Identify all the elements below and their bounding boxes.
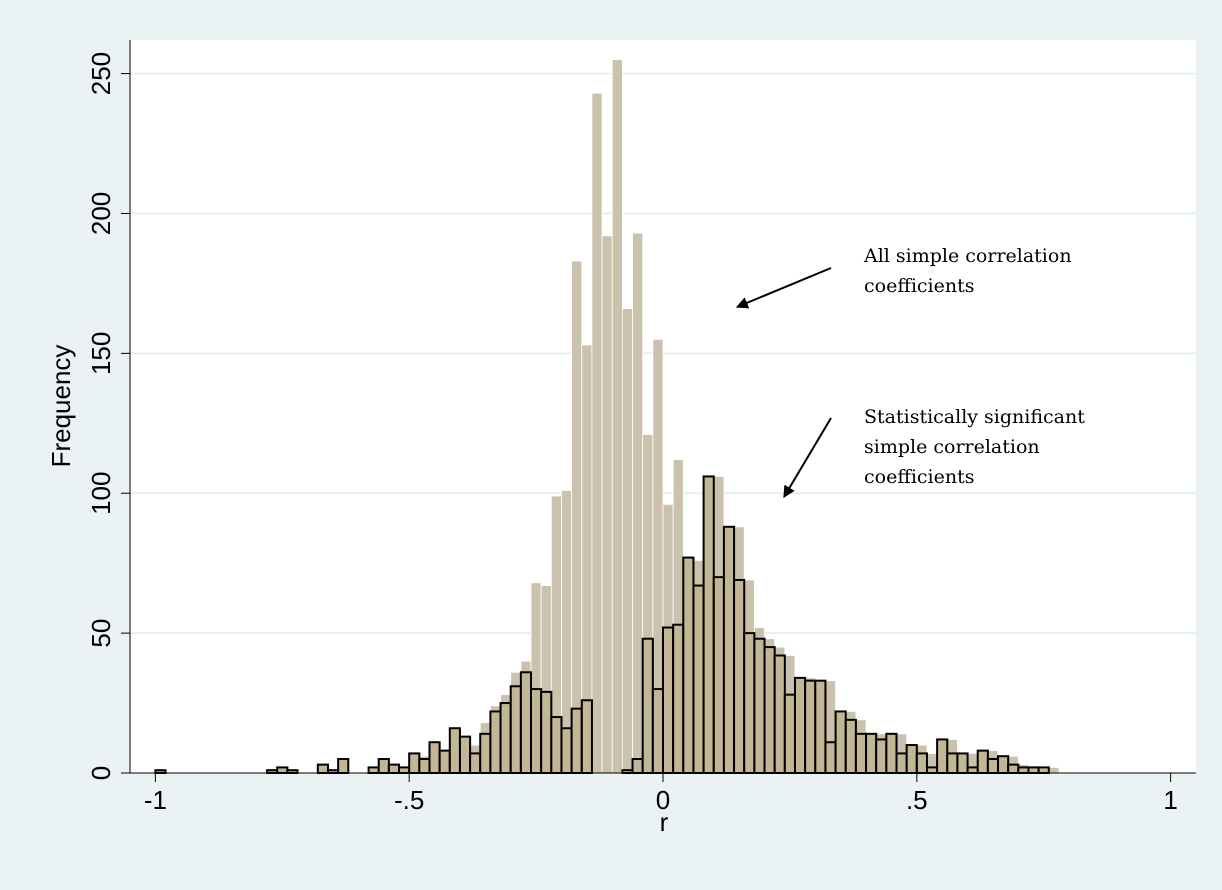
bar-significant	[499, 702, 512, 774]
bar-significant	[428, 741, 441, 775]
bar-significant	[1027, 766, 1040, 775]
bar-significant	[367, 766, 380, 775]
y-tick-label: 50	[86, 619, 116, 648]
bar-all	[571, 260, 583, 774]
bar-significant	[824, 741, 837, 775]
bar-significant	[997, 755, 1010, 775]
bar-significant	[773, 654, 786, 774]
annotations: All simple correlation coefficients Statis…	[735, 245, 1085, 499]
bar-significant	[641, 637, 654, 774]
bar-significant	[733, 578, 746, 774]
bar-significant	[1037, 766, 1050, 775]
bar-all	[621, 308, 633, 774]
bar-significant	[865, 732, 878, 774]
bar-significant	[662, 626, 675, 775]
bar-significant	[530, 688, 543, 775]
bar-significant	[398, 766, 411, 775]
bar-significant	[1007, 763, 1020, 775]
bar-significant	[976, 749, 989, 775]
bar-significant	[743, 632, 756, 774]
bar-significant	[560, 727, 573, 774]
bar-all	[632, 232, 644, 774]
bar-significant	[936, 738, 949, 775]
bar-significant	[692, 584, 705, 774]
bar-significant	[469, 752, 482, 774]
bar-significant	[793, 676, 807, 775]
bar-all	[591, 92, 603, 774]
bar-significant	[895, 752, 908, 774]
x-tick-label: 0	[656, 785, 670, 815]
annotation-label-line: coefficients	[864, 466, 974, 488]
y-tick-label: 100	[86, 472, 116, 515]
bar-significant	[418, 758, 431, 775]
bar-significant	[479, 732, 492, 774]
bar-significant	[844, 718, 857, 774]
bar-significant	[672, 623, 685, 774]
bar-significant	[783, 693, 796, 774]
bar-significant	[448, 727, 461, 774]
y-tick-label: 0	[86, 766, 116, 780]
y-axis-title: Frequency	[46, 345, 76, 468]
bar-significant	[712, 576, 725, 774]
bar-significant	[763, 646, 776, 774]
bar-significant	[519, 671, 533, 775]
bar-significant	[804, 679, 817, 775]
bar-significant	[651, 688, 664, 775]
bar-significant	[1017, 766, 1030, 775]
y-tick-label: 250	[86, 52, 116, 95]
bar-significant	[540, 690, 553, 774]
bar-significant	[925, 766, 939, 775]
bar-significant	[316, 763, 329, 775]
annotation-arrow	[735, 267, 832, 309]
bar-significant	[722, 525, 736, 774]
x-tick-label: -.5	[394, 785, 424, 815]
bar-all	[1048, 767, 1060, 774]
y-tick-label: 150	[86, 332, 116, 375]
bar-significant	[946, 752, 959, 774]
bar-significant	[387, 763, 401, 775]
x-axis-ticks: -1 -.5 0 .5 1	[144, 773, 1178, 815]
y-axis-ticks: 0 50 100 150 200 250	[86, 52, 130, 780]
x-tick-label: .5	[906, 785, 928, 815]
bar-significant	[550, 716, 563, 774]
x-axis-title: r	[660, 807, 669, 837]
bar-significant	[408, 752, 421, 774]
bar-significant	[458, 735, 472, 774]
bar-significant	[438, 749, 451, 775]
bar-significant	[986, 758, 1000, 775]
bar-significant	[905, 744, 918, 774]
bar-all	[601, 235, 613, 774]
annotation-label-line: simple correlation	[864, 436, 1040, 458]
bar-significant	[509, 685, 522, 774]
bar-significant	[753, 637, 766, 774]
annotation-label-line: Statistically significant	[864, 406, 1085, 428]
bar-significant	[885, 732, 898, 774]
bar-significant	[834, 710, 847, 774]
bar-significant	[377, 758, 390, 775]
y-tick-label: 200	[86, 192, 116, 235]
bar-significant	[276, 766, 289, 775]
bar-significant	[337, 758, 350, 775]
bar-significant	[570, 707, 583, 774]
x-tick-label: 1	[1163, 785, 1177, 815]
bar-significant	[854, 732, 868, 774]
bar-significant	[580, 699, 593, 774]
bar-significant	[489, 710, 502, 774]
annotation-label-line: coefficients	[864, 275, 974, 297]
bar-significant	[702, 475, 715, 774]
bar-significant	[814, 679, 827, 775]
bar-significant	[956, 752, 969, 774]
bar-all	[611, 59, 623, 774]
bar-significant	[966, 766, 979, 775]
bar-significant	[875, 738, 888, 775]
bar-significant	[682, 556, 695, 775]
annotation-label-line: All simple correlation	[863, 245, 1072, 267]
annotation-arrow	[783, 417, 832, 499]
bar-significant	[915, 752, 928, 774]
bar-significant	[631, 758, 644, 775]
x-tick-label: -1	[144, 785, 167, 815]
